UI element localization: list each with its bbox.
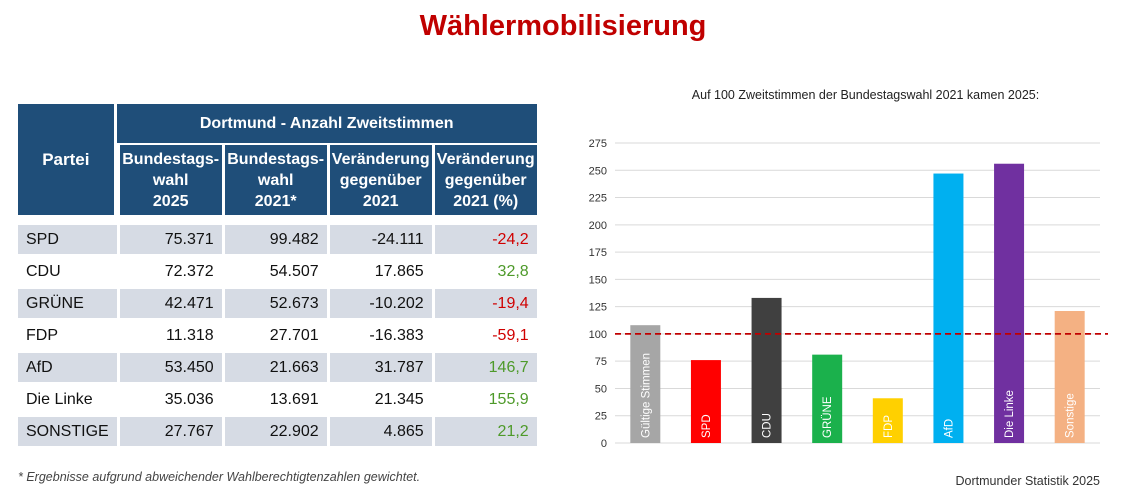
- bar: [630, 325, 661, 443]
- column-header-line: Bundestags-: [122, 150, 220, 168]
- column-header-line: Veränderung: [436, 150, 535, 168]
- party-cell: AfD: [18, 353, 117, 385]
- bar-label: GRÜNE: [822, 396, 834, 438]
- change-cell: -10.202: [326, 289, 432, 321]
- votes-2025-cell: 11.318: [116, 321, 222, 353]
- table-row: SONSTIGE 27.767 22.902 4.865 21,2: [18, 417, 537, 449]
- column-header-line: 2021 (%): [453, 192, 519, 210]
- change-cell: 4.865: [326, 417, 432, 449]
- y-tick-label: 125: [589, 302, 607, 314]
- votes-2025-cell: 27.767: [116, 417, 222, 449]
- table-row: Die Linke 35.036 13.691 21.345 155,9: [18, 385, 537, 417]
- column-header-line: wahl: [152, 171, 189, 189]
- bar: [690, 360, 721, 443]
- source-label: Dortmunder Statistik 2025: [955, 474, 1100, 488]
- party-cell: GRÜNE: [18, 289, 117, 321]
- column-header-line: Bundestags-: [227, 150, 325, 168]
- party-cell: Die Linke: [18, 385, 117, 417]
- bar-label: SPD: [701, 414, 713, 438]
- y-tick-label: 25: [595, 411, 607, 423]
- votes-table: Partei Dortmund - Anzahl Zweitstimmen Bu…: [18, 104, 537, 449]
- votes-2025-cell: 53.450: [116, 353, 222, 385]
- y-tick-label: 75: [595, 356, 607, 368]
- change-pct-cell: 32,8: [431, 257, 537, 289]
- table-row: SPD 75.371 99.482 -24.111 -24,2: [18, 225, 537, 257]
- table-row: AfD 53.450 21.663 31.787 146,7: [18, 353, 537, 385]
- votes-2025-cell: 72.372: [116, 257, 222, 289]
- column-header: Veränderung gegenüber 2021: [326, 145, 432, 225]
- bar-label: Gültige Stimmen: [640, 353, 652, 438]
- bar: [994, 163, 1025, 443]
- change-cell: -16.383: [326, 321, 432, 353]
- votes-2021-cell: 52.673: [221, 289, 327, 321]
- votes-2025-cell: 35.036: [116, 385, 222, 417]
- footnote: * Ergebnisse aufgrund abweichender Wahlb…: [18, 470, 421, 484]
- change-pct-cell: -19,4: [431, 289, 537, 321]
- bar: [933, 173, 964, 443]
- column-header: Bundestags-wahl 2021*: [221, 145, 327, 225]
- bar-label: CDU: [762, 413, 774, 438]
- party-cell: FDP: [18, 321, 117, 353]
- change-pct-cell: 155,9: [431, 385, 537, 417]
- change-cell: -24.111: [326, 225, 432, 257]
- group-header: Dortmund - Anzahl Zweitstimmen: [116, 104, 537, 145]
- y-tick-label: 250: [589, 165, 607, 177]
- bar-chart: Auf 100 Zweitstimmen der Bundestagswahl …: [589, 88, 1108, 450]
- change-cell: 21.345: [326, 385, 432, 417]
- column-header-line: Veränderung: [331, 150, 430, 168]
- column-header: Bundestags-wahl 2025: [116, 145, 222, 225]
- column-header-line: 2025: [152, 192, 189, 210]
- y-tick-label: 50: [595, 383, 607, 395]
- chart-subtitle: Auf 100 Zweitstimmen der Bundestagswahl …: [692, 88, 1039, 102]
- bar: [751, 297, 782, 443]
- column-header-line: wahl: [257, 171, 294, 189]
- party-cell: SPD: [18, 225, 117, 257]
- column-header-line: gegenüber: [339, 171, 422, 189]
- column-header-line: 2021*: [254, 192, 297, 210]
- change-pct-cell: 146,7: [431, 353, 537, 385]
- votes-2021-cell: 54.507: [221, 257, 327, 289]
- change-pct-cell: -24,2: [431, 225, 537, 257]
- votes-2021-cell: 13.691: [221, 385, 327, 417]
- votes-2021-cell: 22.902: [221, 417, 327, 449]
- table-row: GRÜNE 42.471 52.673 -10.202 -19,4: [18, 289, 537, 321]
- change-cell: 31.787: [326, 353, 432, 385]
- table-row: CDU 72.372 54.507 17.865 32,8: [18, 257, 537, 289]
- table-row: FDP 11.318 27.701 -16.383 -59,1: [18, 321, 537, 353]
- bar-label: FDP: [883, 415, 895, 438]
- column-header: Veränderung gegenüber 2021 (%): [431, 145, 537, 225]
- votes-2021-cell: 21.663: [221, 353, 327, 385]
- party-header: Partei: [18, 104, 117, 225]
- y-tick-label: 150: [589, 274, 607, 286]
- bar: [1054, 311, 1085, 443]
- column-header-line: gegenüber: [444, 171, 527, 189]
- votes-2025-cell: 42.471: [116, 289, 222, 321]
- column-header-line: 2021: [362, 192, 399, 210]
- votes-2021-cell: 99.482: [221, 225, 327, 257]
- y-tick-label: 225: [589, 193, 607, 205]
- change-pct-cell: -59,1: [431, 321, 537, 353]
- votes-2021-cell: 27.701: [221, 321, 327, 353]
- party-cell: SONSTIGE: [18, 417, 117, 449]
- bar-label: AfD: [943, 419, 955, 438]
- y-tick-label: 175: [589, 247, 607, 259]
- y-tick-label: 275: [589, 138, 607, 150]
- party-cell: CDU: [18, 257, 117, 289]
- change-pct-cell: 21,2: [431, 417, 537, 449]
- change-cell: 17.865: [326, 257, 432, 289]
- bar: [812, 354, 843, 443]
- bar-label: Sonstige: [1065, 393, 1077, 438]
- bar-label: Die Linke: [1004, 390, 1016, 438]
- votes-2025-cell: 75.371: [116, 225, 222, 257]
- bar: [872, 398, 903, 443]
- chart-title: Wählermobilisierung: [419, 10, 707, 42]
- y-tick-label: 0: [601, 438, 607, 450]
- y-tick-label: 100: [589, 329, 607, 341]
- y-tick-label: 200: [589, 220, 607, 232]
